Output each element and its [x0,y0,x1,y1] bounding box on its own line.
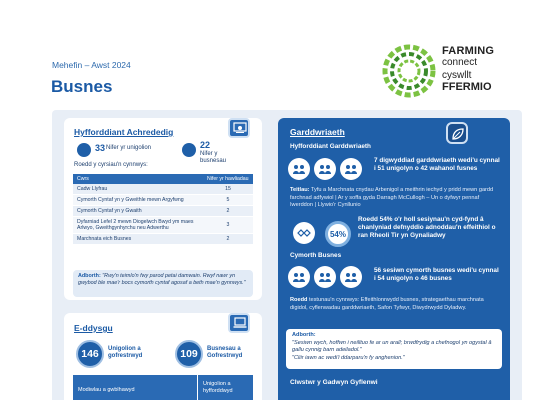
registered-businesses-count: 109 [175,340,203,368]
individuals-count: 33 [95,143,106,153]
cell-count: 3 [203,216,253,234]
horticulture-training-subtitle: Hyfforddiant Garddwriaeth [290,143,371,150]
registered-individuals-count: 146 [76,340,104,368]
column-divider [197,375,198,400]
date-range: Mehefin – Awst 2024 [52,60,131,70]
handshake-icon [293,222,315,244]
leaf-icon [446,122,468,144]
businesses-count: 22 [200,140,211,150]
feedback-quote-2: "Cliir iawn ac wedi'i ddarparu'n fy angh… [292,354,405,361]
business-support-stat: 56 sesiwn cymorth busnes wedi'u cynnal i… [374,267,499,282]
table-row: Cadw Llyfrau 15 [73,184,253,195]
table-row: Cymorth Cyntaf yn y Gwaith 2 [73,205,253,217]
table-row: Dyfarniad Lefel 2 mewn Diogelwch Bwyd ym… [73,216,253,234]
registered-businesses-label: Busnesau a Gofrestrwyd [207,346,243,360]
logo-line4: FFERMIO [442,81,492,93]
business-icon [182,143,196,157]
laptop-icon [228,313,250,333]
cell-count: 5 [203,194,253,206]
table-header-row: Cwrs Nifer yr hawliadau [73,174,253,184]
cell-course: Cadw Llyfrau [73,184,203,195]
topics-label: Teitlau: [290,187,310,193]
feedback-quote-1: "Sesiwn wych, hoffwn i neilltuo fe ar un… [292,339,492,354]
people-icon [77,143,91,157]
topics-text: Tyfu a Marchnata cnydau Arbenigol a meit… [290,187,494,209]
col-modules: Modiwlau a gwblhawyd [78,387,135,393]
cell-course: Marchnata eich Busnes [73,233,203,245]
logo-line2: connect [442,57,478,68]
cell-count: 2 [203,205,253,217]
business-support-topics: Roedd testunau'n cynnwys: Effeithlonrwyd… [290,297,502,312]
cell-count: 2 [203,233,253,245]
topics2-label: Roedd [290,297,308,303]
col-course: Cwrs [73,174,203,184]
horticulture-feedback: Adborth: "Sesiwn wych, hoffwn i neilltuo… [286,329,502,369]
courses-intro: Roedd y cyrsiau'n cynnwys: [74,162,148,168]
elearning-title: E-ddysgu [74,323,113,333]
group-icon [288,266,310,288]
group-icon [340,266,362,288]
table-row: Cymorth Cyntaf yn y Gweithle mewn Argyfw… [73,194,253,206]
horticulture-title: Garddwriaeth [290,127,345,137]
horticulture-topics: Teitlau: Tyfu a Marchnata cnydau Arbenig… [290,187,502,210]
cell-course: Cymorth Cyntaf yn y Gweithle mewn Argyfw… [73,194,203,206]
page-title: Busnes [51,77,113,96]
cell-course: Dyfarniad Lefel 2 mewn Diogelwch Bwyd ym… [73,216,203,234]
feedback-label: Adborth: [292,332,316,338]
group-icon [314,266,336,288]
farming-connect-logo: FARMING connect cyswllt FFERMIO [380,42,530,102]
table-row: Marchnata eich Busnes 2 [73,233,253,245]
supply-chain-cluster-title: Clwstwr y Gadwyn Gyflenwi [290,379,378,386]
cell-course: Cymorth Cyntaf yn y Gwaith [73,205,203,217]
individuals-label: Nifer yr unigolion [106,145,152,151]
logo-line1: FARMING [442,45,495,57]
businesses-label: Nifer y busnesau [200,151,227,165]
group-icon [340,158,362,180]
group-icon [288,158,310,180]
certificate-icon [228,118,250,138]
logo-ring-icon [382,44,436,98]
courses-table: Cwrs Nifer yr hawliadau Cadw Llyfrau 15 C… [73,174,253,245]
feedback-label: Adborth: [78,273,101,279]
business-support-subtitle: Cymorth Busnes [290,252,342,259]
group-icon [314,158,336,180]
land-management-stat: Roedd 54% o'r holl sesiynau'n cyd-fynd â… [358,216,496,239]
logo-wordmark: FARMING connect cyswllt FFERMIO [442,46,494,93]
registered-individuals-label: Unigolion a gofrestrwyd [108,346,143,360]
accredited-feedback: Adborth: "Rwy'n teimlo'n fwy parod petai… [73,270,253,297]
elearning-table-header: Modiwlau a gwblhawyd Unigolion a hyfford… [73,375,253,400]
cell-count: 15 [203,184,253,195]
percent-circle: 54% [325,221,351,247]
logo-line3: cyswllt [442,70,472,81]
feedback-quote: "Rwy'n teimlo'n fwy parod petai damwain.… [78,273,246,287]
topics2-text: testunau'n cynnwys: Effeithlonrwydd busn… [290,297,484,311]
horticulture-events-stat: 7 digwyddiad garddwriaeth wedi'u cynnal … [374,157,500,172]
col-claims: Nifer yr hawliadau [203,174,253,184]
col-trained: Unigolion a hyfforddwyd [203,381,233,395]
accredited-training-title: Hyfforddiant Achrededig [74,127,174,137]
